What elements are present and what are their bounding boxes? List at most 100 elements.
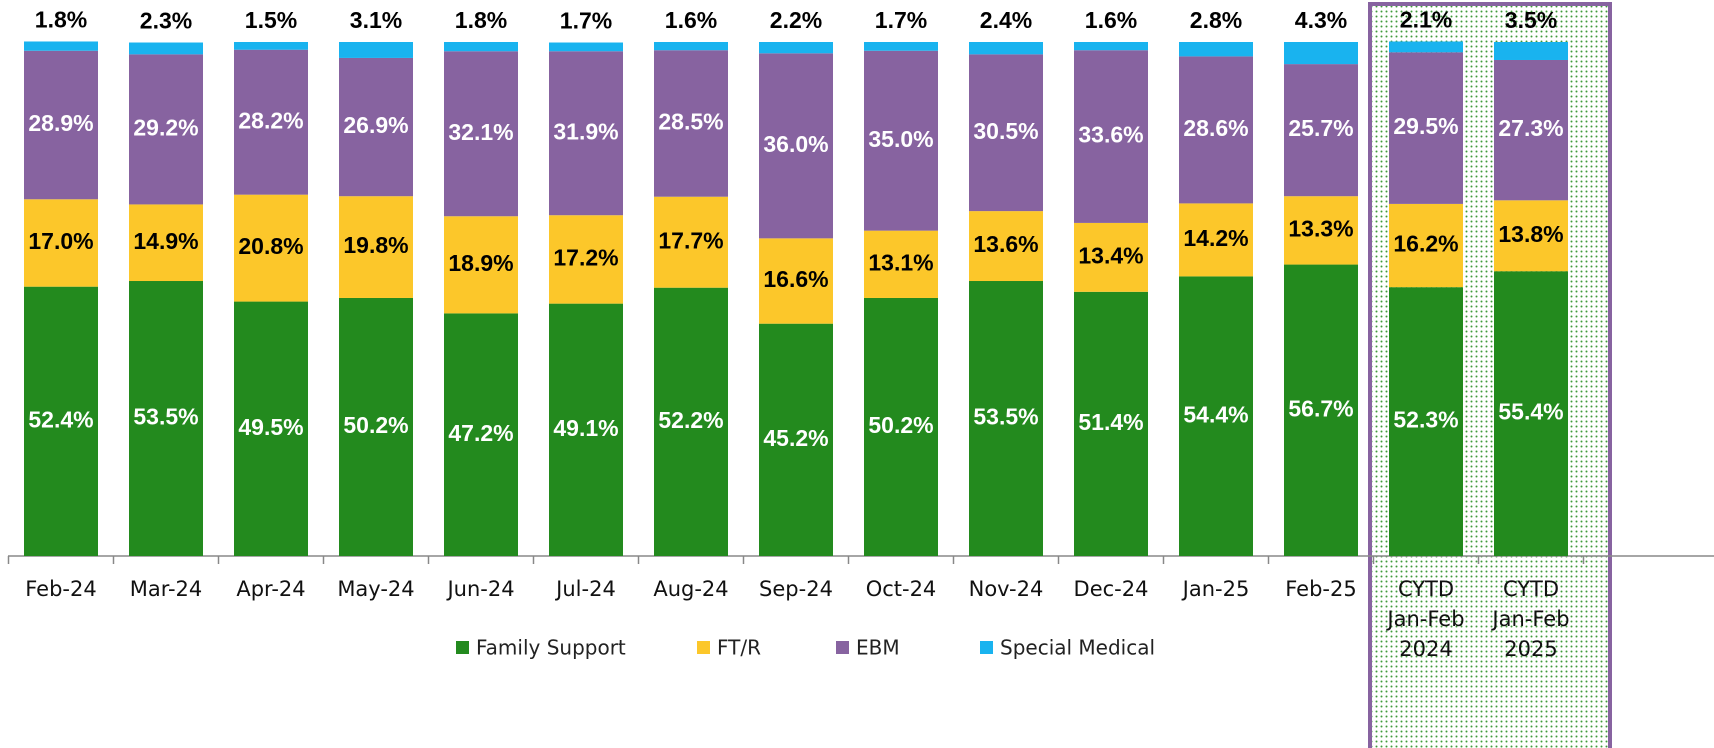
value-label: 13.8% (1498, 221, 1563, 247)
value-label: 26.9% (343, 112, 408, 138)
value-label: 1.8% (455, 7, 507, 33)
value-label: 50.2% (343, 412, 408, 438)
value-label: 52.3% (1393, 407, 1458, 433)
bar-segment (129, 42, 203, 55)
bar-segment (234, 301, 308, 556)
x-tick-label: Jun-24 (447, 577, 515, 601)
bar-segment (969, 54, 1043, 212)
bar-segment (444, 216, 518, 314)
bar-segment (444, 51, 518, 217)
value-label: 55.4% (1498, 399, 1563, 425)
value-label: 1.6% (1085, 7, 1137, 33)
value-label: 52.2% (658, 407, 723, 433)
legend-label: Family Support (476, 636, 626, 660)
bar-segment (759, 323, 833, 556)
value-label: 28.5% (658, 109, 723, 135)
value-label: 14.2% (1183, 225, 1248, 251)
value-label: 36.0% (763, 131, 828, 157)
bar-segment (24, 286, 98, 556)
x-tick-label: Mar-24 (129, 577, 203, 601)
value-label: 2.1% (1400, 7, 1452, 33)
value-label: 49.1% (553, 415, 618, 441)
bar-segment (864, 297, 938, 556)
x-tick-label: Feb-24 (25, 577, 97, 601)
value-label: 18.9% (448, 250, 513, 276)
x-tick-label: Jul-24 (556, 577, 616, 601)
x-tick-label: CYTD Jan-Feb 2025 (1492, 577, 1570, 661)
bar-segment (1284, 196, 1358, 265)
value-label: 50.2% (868, 412, 933, 438)
x-tick-label: Jan-25 (1182, 577, 1250, 601)
bar-segment (1284, 42, 1358, 65)
bar-segment (549, 303, 623, 556)
value-label: 56.7% (1288, 395, 1353, 421)
bar-segment (969, 281, 1043, 556)
bar-segment (1179, 42, 1253, 57)
value-label: 1.7% (875, 7, 927, 33)
bar-segment (864, 230, 938, 298)
value-label: 54.4% (1183, 401, 1248, 427)
bar-segment (654, 42, 728, 51)
bar-segment (1389, 52, 1463, 204)
x-tick-label: Feb-25 (1285, 577, 1357, 601)
value-label: 31.9% (553, 118, 618, 144)
bar-segment (759, 238, 833, 324)
value-label: 20.8% (238, 233, 303, 259)
x-tick-label: CYTD Jan-Feb 2024 (1387, 577, 1465, 661)
value-label: 28.2% (238, 107, 303, 133)
bar-segment (864, 50, 938, 231)
bar-segment (234, 42, 308, 50)
bar-segment (549, 42, 623, 52)
bar-segment (1179, 276, 1253, 556)
value-label: 45.2% (763, 425, 828, 451)
bar-segment (1074, 222, 1148, 292)
bar-segment (1389, 41, 1463, 53)
value-label: 2.4% (980, 7, 1032, 33)
value-label: 29.5% (1393, 113, 1458, 139)
bar-segment (234, 49, 308, 195)
bar-segment (129, 54, 203, 205)
value-label: 28.9% (28, 110, 93, 136)
value-label: 16.2% (1393, 231, 1458, 257)
bar-segment (969, 42, 1043, 55)
value-label: 28.6% (1183, 115, 1248, 141)
x-tick-label: Nov-24 (968, 577, 1044, 601)
bar-segment (864, 42, 938, 51)
bar-segment (24, 50, 98, 200)
x-tick-label: Aug-24 (653, 577, 729, 601)
bar-segment (654, 50, 728, 197)
bar-segment (339, 196, 413, 298)
legend-label: EBM (856, 636, 900, 660)
value-label: 25.7% (1288, 115, 1353, 141)
value-label: 4.3% (1295, 7, 1347, 33)
value-label: 2.2% (770, 7, 822, 33)
bar-segment (1284, 264, 1358, 556)
value-label: 17.2% (553, 245, 618, 271)
bar-segment (129, 281, 203, 556)
bar-segment (654, 287, 728, 556)
value-label: 1.6% (665, 7, 717, 33)
bar-segment (24, 199, 98, 287)
bar-segment (1494, 200, 1568, 272)
value-label: 2.8% (1190, 7, 1242, 33)
value-label: 19.8% (343, 232, 408, 258)
value-label: 3.5% (1505, 7, 1557, 33)
bar-segment (444, 42, 518, 52)
value-label: 1.5% (245, 7, 297, 33)
bar-segment (1179, 203, 1253, 277)
legend-swatch (980, 641, 993, 654)
value-label: 30.5% (973, 118, 1038, 144)
bar-segment (654, 196, 728, 288)
bar-segment (1389, 203, 1463, 288)
value-label: 16.6% (763, 266, 828, 292)
bar-segment (759, 53, 833, 239)
value-label: 32.1% (448, 119, 513, 145)
bar-segment (1494, 271, 1568, 556)
value-label: 17.7% (658, 227, 723, 253)
value-label: 52.4% (28, 406, 93, 432)
value-label: 49.5% (238, 414, 303, 440)
value-label: 47.2% (448, 420, 513, 446)
bar-segment (1284, 64, 1358, 197)
bar-segment (234, 194, 308, 302)
